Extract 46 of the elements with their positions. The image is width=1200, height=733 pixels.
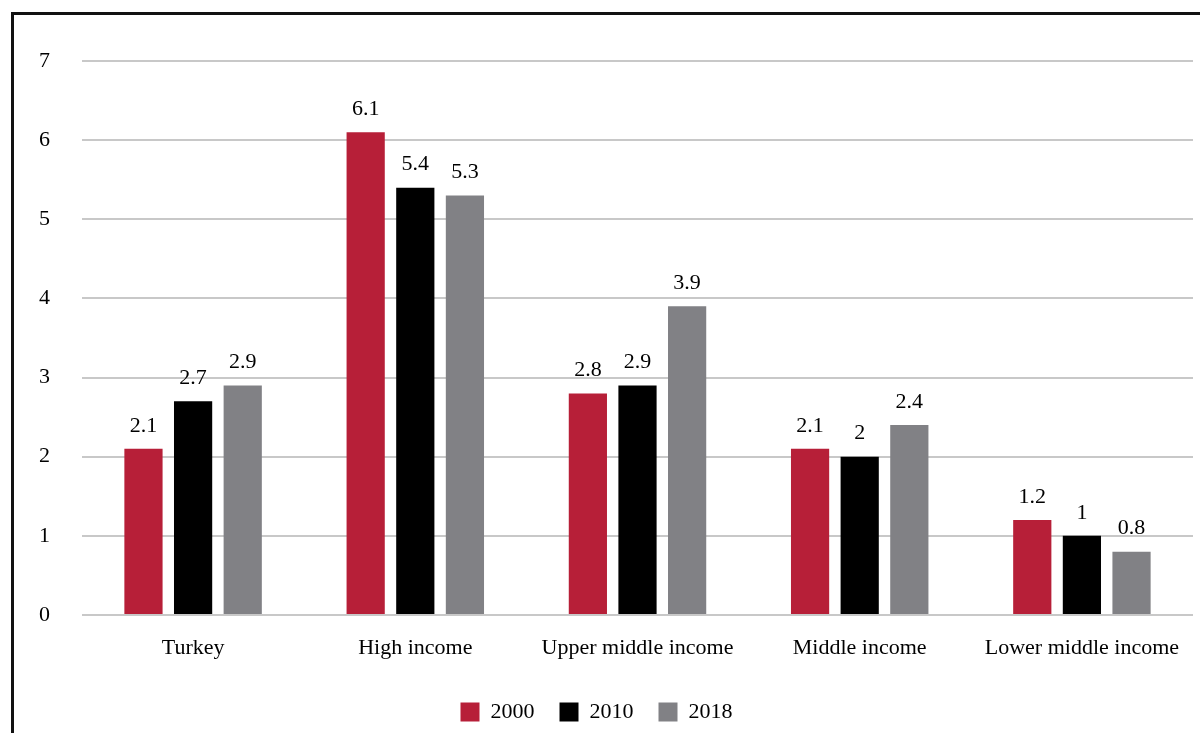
legend-label: 2000 [490,697,535,723]
data-label: 2.8 [574,356,602,382]
bar [568,393,607,614]
data-label: 5.3 [451,158,479,184]
data-label: 0.8 [1117,514,1146,540]
y-tick-label: 4 [39,284,50,310]
y-tick-label: 0 [39,600,50,626]
bar [445,195,485,614]
y-tick-label: 7 [39,46,50,72]
legend-label: 2018 [688,697,733,723]
bar [396,187,435,614]
y-tick-label: 2 [39,442,50,468]
data-label: 2.9 [623,348,652,374]
data-label: 3.9 [673,269,701,295]
y-tick-label: 1 [39,521,50,547]
y-tick-label: 3 [39,363,50,389]
data-label: 5.4 [401,150,430,176]
data-label: 6.1 [351,95,380,121]
bar [890,425,929,614]
bar [790,448,830,614]
bar [1062,535,1102,614]
bar [174,401,213,614]
bar [668,306,707,614]
bar [124,448,163,614]
bar [1013,520,1052,614]
data-label: 1 [1076,498,1088,524]
data-label: 2 [854,419,866,445]
x-tick-label: High income [358,633,473,659]
data-label: 2.9 [228,348,257,374]
bar [618,385,657,614]
data-label: 2.1 [796,411,824,437]
bar [223,385,262,614]
data-label: 1.2 [1018,482,1047,508]
x-tick-label: Middle income [792,633,927,659]
bar [1112,551,1151,614]
bar [840,456,879,614]
y-tick-label: 5 [39,205,50,231]
y-tick-label: 6 [39,125,50,151]
data-label: 2.4 [895,387,924,413]
bar [346,132,385,614]
x-tick-label: Lower middle income [984,633,1180,659]
data-label: 2.1 [129,411,158,437]
x-tick-label: Turkey [161,633,225,659]
data-label: 2.7 [179,364,207,390]
x-tick-label: Upper middle income [541,633,734,659]
legend-label: 2010 [589,697,634,723]
